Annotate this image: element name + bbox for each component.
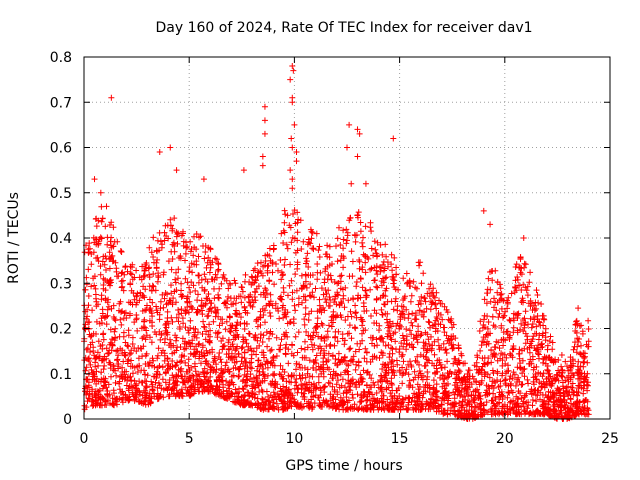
x-tick-label: 15 xyxy=(391,431,409,447)
x-tick-label: 20 xyxy=(496,431,514,447)
y-tick-label: 0.6 xyxy=(50,141,72,157)
outlier-point xyxy=(259,153,266,160)
outlier-point xyxy=(487,221,494,228)
outlier-point xyxy=(291,121,298,128)
outlier-point xyxy=(108,94,115,101)
x-tick-label: 0 xyxy=(80,431,89,447)
x-tick-labels: 0 5 10 15 20 25 xyxy=(80,431,619,447)
data-points xyxy=(81,203,592,422)
x-axis-label: GPS time / hours xyxy=(285,458,402,474)
outlier-point xyxy=(287,167,294,174)
outlier-point xyxy=(289,99,296,106)
outlier-point xyxy=(348,180,355,187)
outlier-point xyxy=(289,63,296,70)
outlier-point xyxy=(261,130,268,137)
outlier-point xyxy=(288,135,295,142)
outlier-point xyxy=(344,144,350,151)
y-tick-label: 0.5 xyxy=(50,186,72,202)
outlier-point xyxy=(240,167,247,174)
y-tick-label: 0.2 xyxy=(50,322,72,338)
y-tick-label: 0.3 xyxy=(50,276,72,292)
outlier-point xyxy=(356,130,363,137)
outlier-point xyxy=(167,144,174,151)
outlier-point xyxy=(91,176,98,183)
outlier-point xyxy=(290,67,297,74)
outlier-point xyxy=(293,158,300,165)
outlier-point xyxy=(261,103,268,110)
y-axis-label: ROTI / TECUs xyxy=(6,192,22,284)
outlier-point xyxy=(354,153,361,160)
y-tick-label: 0 xyxy=(63,412,72,428)
outlier-point xyxy=(346,121,353,128)
axis-ticks xyxy=(83,56,611,420)
outlier-point xyxy=(200,176,207,183)
outlier-point xyxy=(173,167,180,174)
outlier-point xyxy=(289,144,296,151)
chart-title: Day 160 of 2024, Rate Of TEC Index for r… xyxy=(155,20,532,36)
y-tick-labels: 0 0.1 0.2 0.3 0.4 0.5 0.6 0.7 0.8 xyxy=(50,50,72,428)
y-tick-label: 0.7 xyxy=(50,95,72,111)
outlier-point xyxy=(289,185,296,192)
outlier-point xyxy=(293,149,300,156)
x-tick-label: 10 xyxy=(285,431,303,447)
outlier-point xyxy=(261,117,268,124)
outlier-point xyxy=(520,235,527,241)
outlier-point xyxy=(354,126,361,133)
y-tick-label: 0.4 xyxy=(50,231,72,247)
outlier-point xyxy=(362,180,369,187)
y-tick-label: 0.8 xyxy=(50,50,72,66)
outlier-point xyxy=(156,149,163,156)
outlier-point xyxy=(259,162,266,169)
outlier-point xyxy=(289,176,296,183)
outlier-point xyxy=(390,135,397,142)
outlier-point xyxy=(287,76,294,83)
x-tick-label: 5 xyxy=(185,431,194,447)
outlier-point xyxy=(480,207,487,214)
outlier-point xyxy=(97,189,104,196)
roti-point-cloud xyxy=(81,203,592,422)
x-tick-label: 25 xyxy=(601,431,619,447)
y-tick-label: 0.1 xyxy=(50,367,72,383)
outlier-points xyxy=(91,63,527,241)
